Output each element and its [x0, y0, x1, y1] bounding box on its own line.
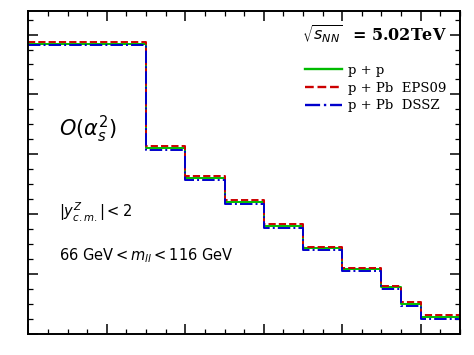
Legend: p + p, p + Pb  EPS09, p + Pb  DSSZ: p + p, p + Pb EPS09, p + Pb DSSZ: [305, 64, 447, 112]
Text: $66\ \mathrm{GeV} < m_{ll} < 116\ \mathrm{GeV}$: $66\ \mathrm{GeV} < m_{ll} < 116\ \mathr…: [59, 246, 234, 265]
Text: $|y^Z_{c.m.}| < 2$: $|y^Z_{c.m.}| < 2$: [59, 201, 131, 224]
Text: $O(\alpha_s^2)$: $O(\alpha_s^2)$: [59, 114, 116, 145]
Text: $\sqrt{s_{NN}}$  = 5.02TeV: $\sqrt{s_{NN}}$ = 5.02TeV: [302, 23, 447, 45]
